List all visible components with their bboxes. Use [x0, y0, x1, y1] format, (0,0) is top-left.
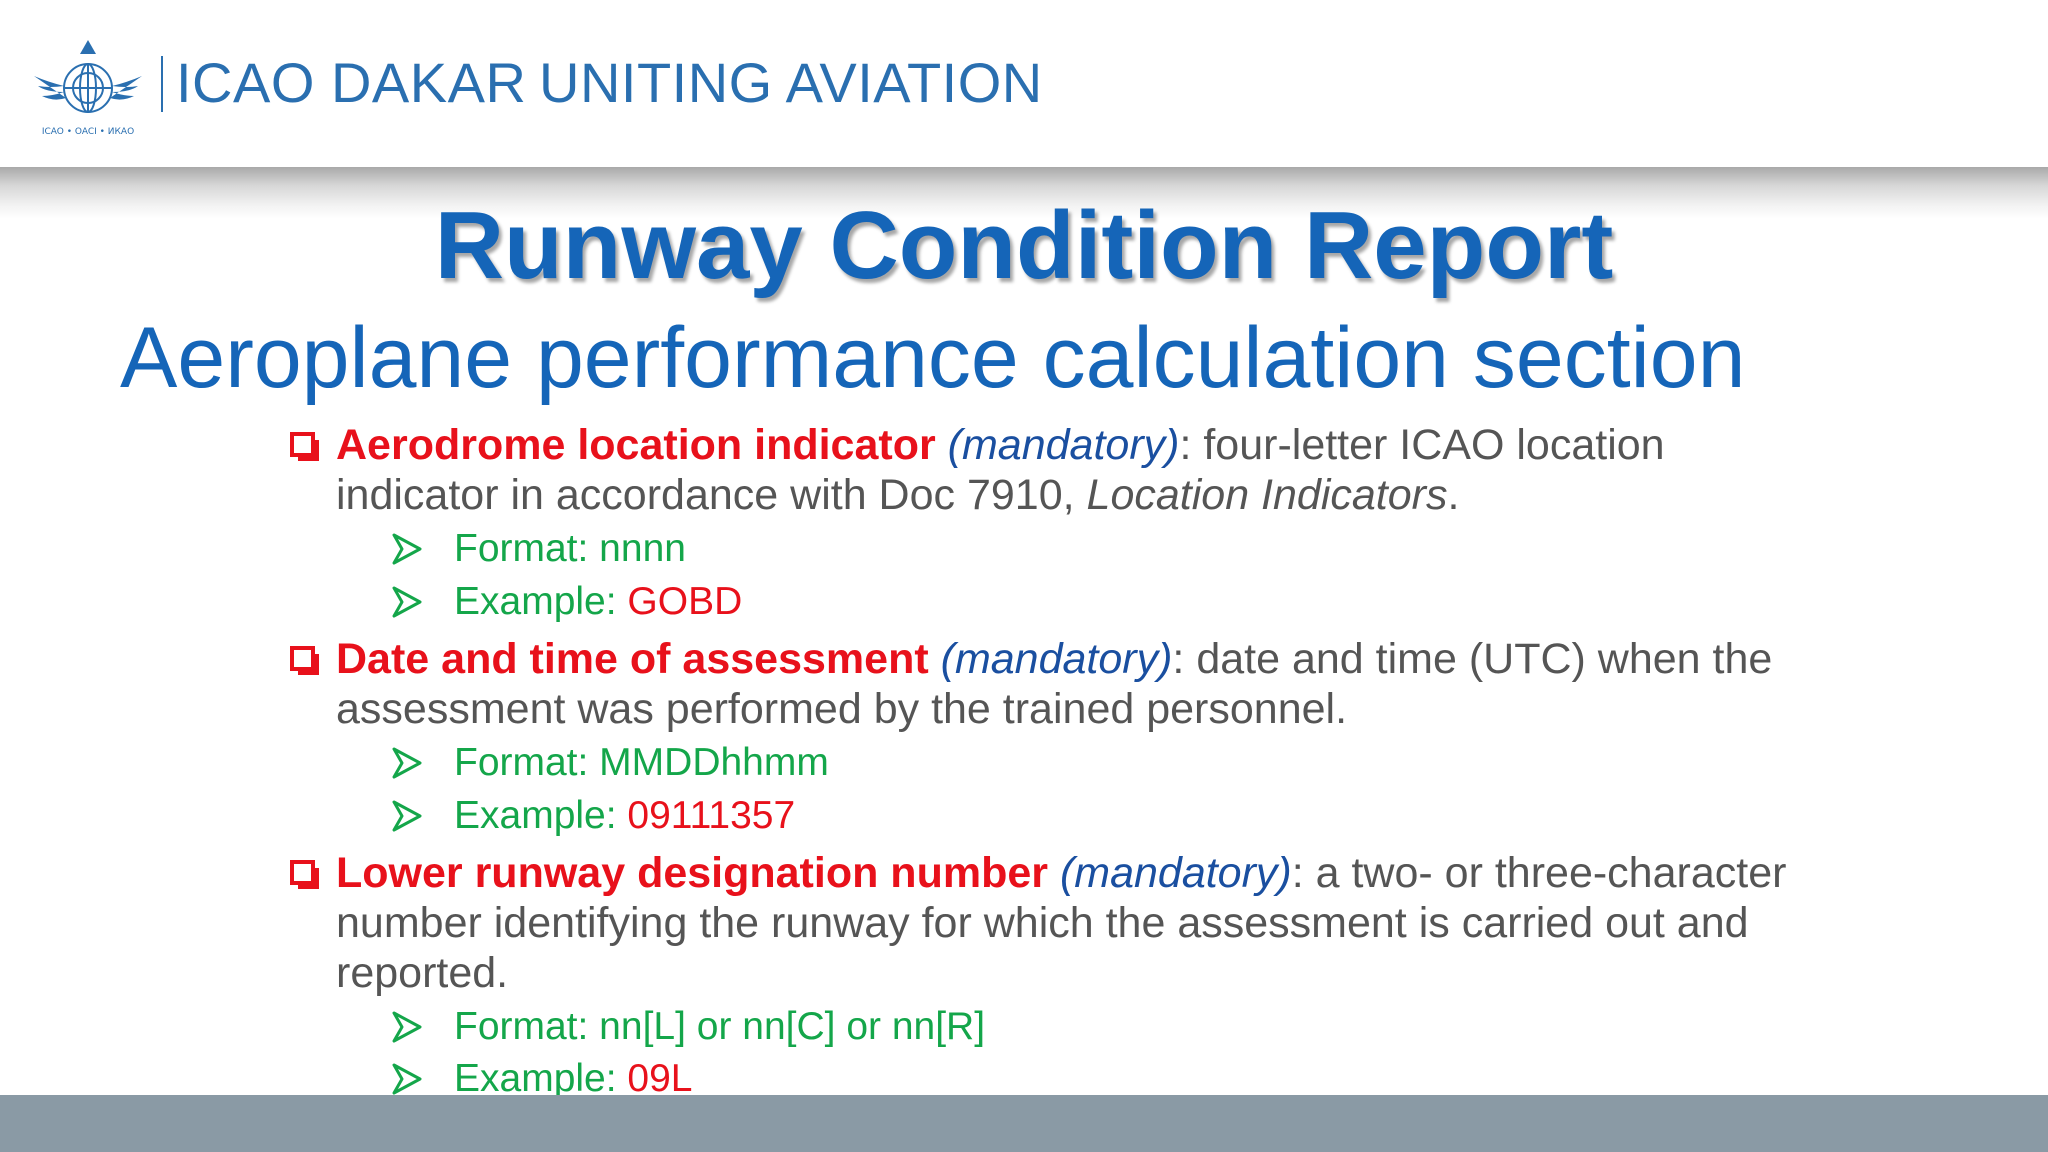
checkbox-bullet-icon [290, 432, 319, 461]
bullet-desc-line2: assessment was performed by the trained … [336, 685, 1348, 733]
bullet-qualifier: (mandatory) [940, 635, 1173, 683]
arrow-bullet-icon [392, 1063, 422, 1095]
bullet-desc-line2: number identifying the runway for which … [336, 899, 1749, 947]
arrow-bullet-icon [392, 800, 422, 832]
slide-title: Runway Condition Report [434, 192, 1614, 299]
example-prefix: Example: [454, 1057, 628, 1095]
bullet-qualifier: (mandatory) [947, 421, 1180, 469]
bullet-text: Lower runway designation number (mandato… [336, 848, 1896, 998]
slide-subtitle: Aeroplane performance calculation sectio… [120, 310, 1746, 406]
bullet-desc: : a two- or three-character [1291, 849, 1787, 897]
example-value: 09L [627, 1057, 693, 1095]
format-label: Format: MMDDhhmm [454, 741, 829, 784]
bullet-desc: : date and time (UTC) when the [1172, 635, 1773, 683]
tagline: UNITING AVIATION [539, 51, 1043, 114]
bullet-desc-end: . [1447, 471, 1460, 519]
logo-text: ICAO • OACI • ИКАО [42, 127, 134, 137]
brand-name: ICAO DAKAR [176, 51, 527, 114]
format-label: Format: nnnn [454, 527, 686, 570]
bullet-term: Aerodrome location indicator [336, 421, 936, 469]
example-prefix: Example: [454, 794, 628, 837]
header-shadow [0, 167, 2048, 219]
bullet-qualifier: (mandatory) [1059, 849, 1292, 897]
example-label: Example: GOBD [454, 578, 742, 626]
arrow-bullet-icon [392, 747, 422, 779]
arrow-bullet-icon [392, 1011, 422, 1043]
arrow-bullet-icon [392, 586, 422, 618]
example-label: Example: 09111357 [454, 792, 795, 840]
checkbox-bullet-icon [290, 646, 319, 675]
bullet-text: Aerodrome location indicator (mandatory)… [336, 420, 1896, 520]
bullet-desc-line3: reported. [336, 949, 509, 997]
example-value: GOBD [627, 580, 743, 623]
bullet-term: Date and time of assessment [336, 635, 929, 683]
arrow-bullet-icon [392, 533, 422, 565]
format-label: Format: nn[L] or nn[C] or nn[R] [454, 1005, 986, 1048]
logo-divider [161, 56, 163, 112]
header-bar: ICAO • OACI • ИКАО ICAO DAKAR UNITING AV… [0, 0, 2048, 167]
bullet-term: Lower runway designation number [336, 849, 1048, 897]
bullet-desc-line2: indicator in accordance with Doc 7910, [336, 471, 1087, 519]
bullet-desc-italic: Location Indicators [1086, 471, 1448, 519]
example-prefix: Example: [454, 580, 628, 623]
icao-emblem-icon: ICAO • OACI • ИКАО [34, 40, 142, 137]
example-label: Example: 09L [454, 1055, 692, 1095]
checkbox-bullet-icon [290, 860, 319, 889]
bullet-text: Date and time of assessment (mandatory):… [336, 634, 1896, 734]
footer-bar [0, 1095, 2048, 1152]
example-value: 09111357 [627, 794, 796, 837]
slide-content: Aerodrome location indicator (mandatory)… [290, 420, 1896, 1095]
bullet-desc: : four-letter ICAO location [1179, 421, 1665, 469]
